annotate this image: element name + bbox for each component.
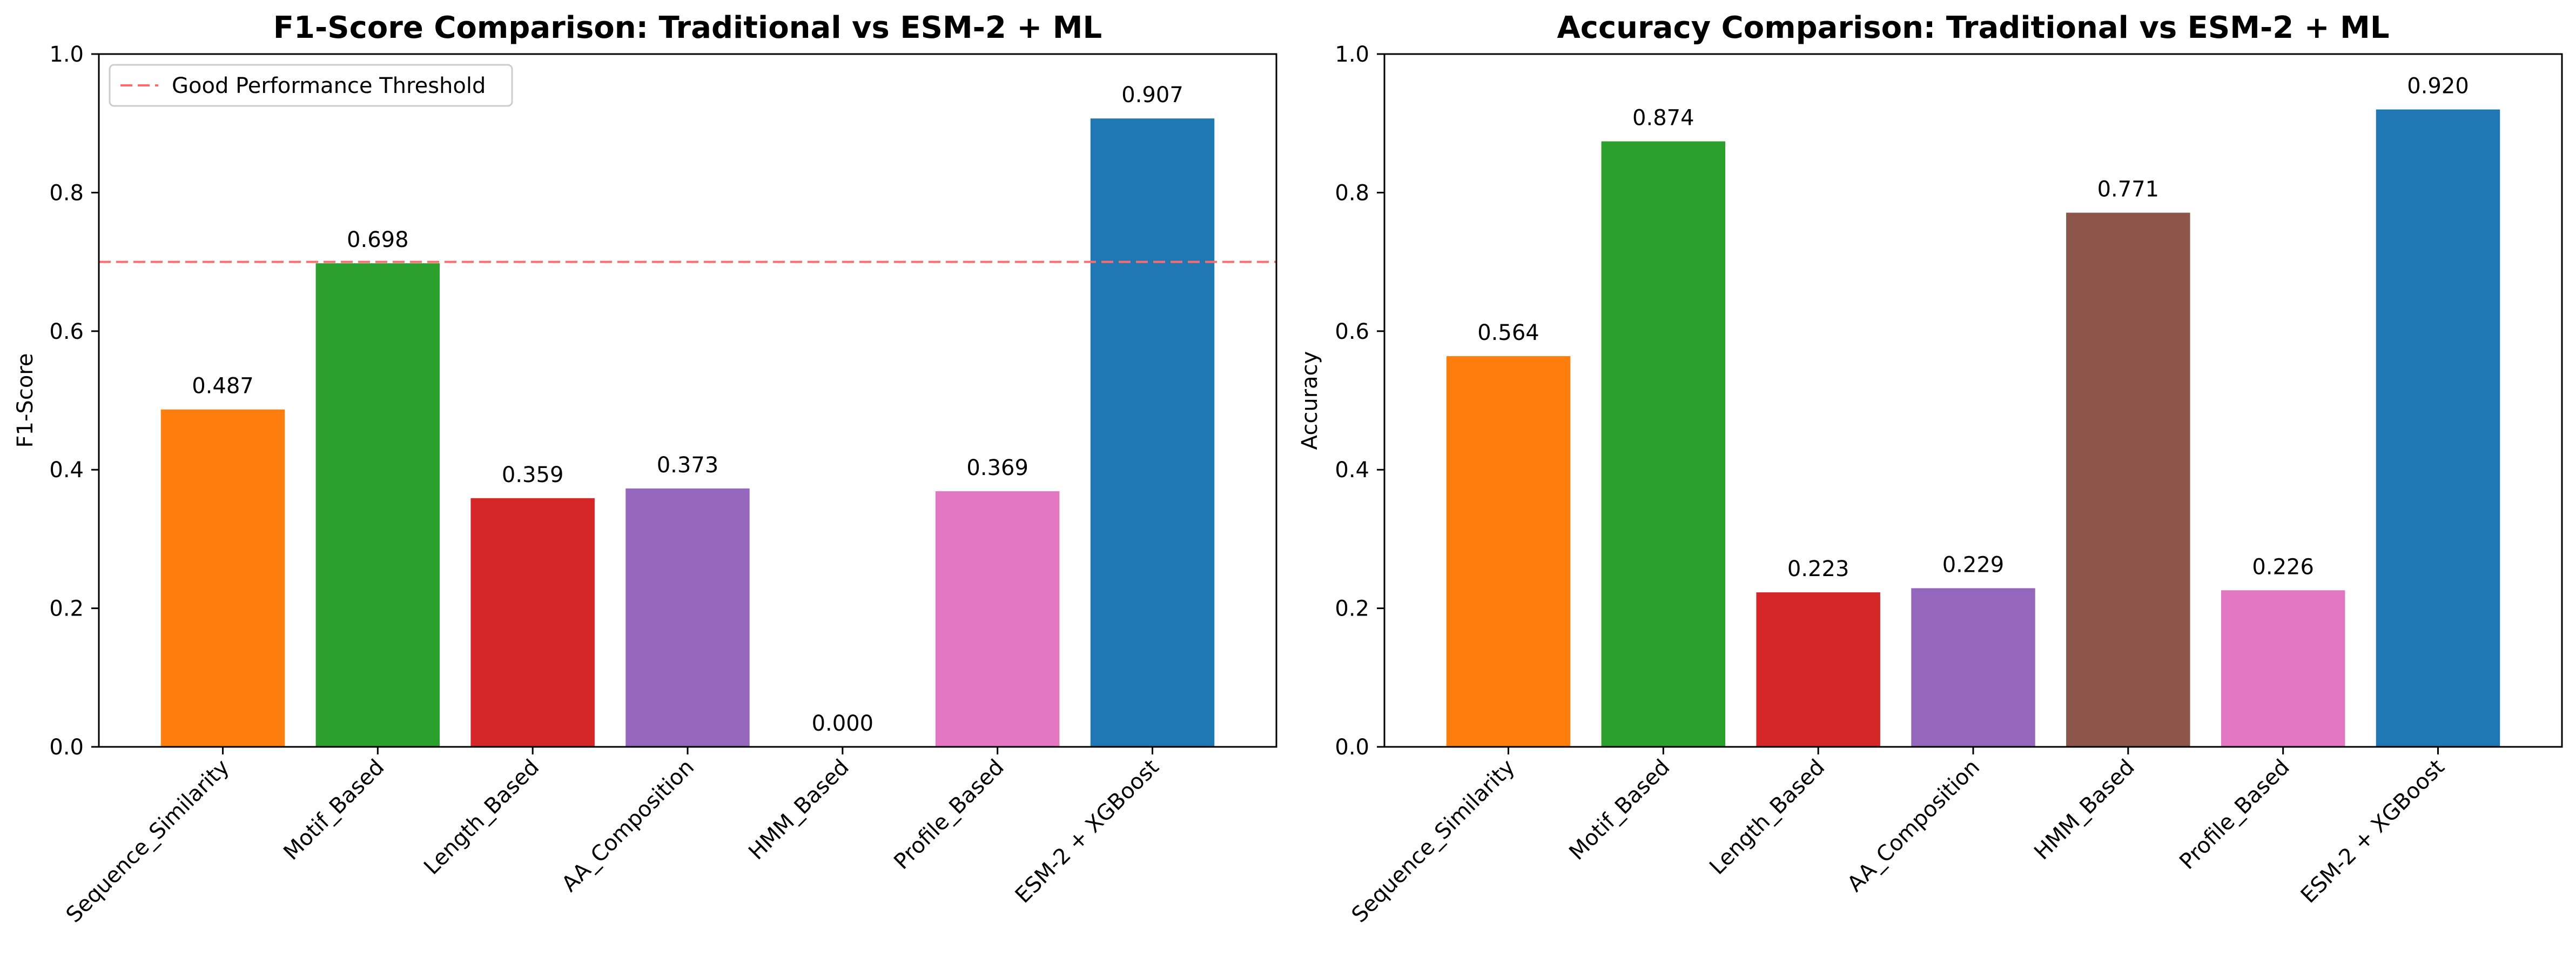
y-tick-label: 0.4 (49, 458, 84, 483)
legend: Good Performance Threshold (109, 64, 513, 107)
bar-value-label: 0.373 (657, 453, 719, 478)
bar-esm-2-xgboost (2376, 109, 2500, 747)
y-tick-label: 0.2 (1335, 597, 1369, 621)
x-tick-label: HMM_Based (744, 755, 854, 865)
y-tick-label: 0.6 (49, 319, 84, 344)
bar-value-label: 0.920 (2407, 74, 2469, 99)
y-tick-label: 0.8 (49, 180, 84, 205)
bar-value-label: 0.564 (1477, 320, 1539, 345)
y-tick-label: 0.4 (1335, 458, 1369, 483)
x-tick-label: HMM_Based (2029, 755, 2140, 865)
x-tick-label: Profile_Based (2175, 755, 2294, 874)
bar-value-label: 0.771 (2097, 177, 2160, 202)
bar-value-label: 0.359 (502, 463, 564, 487)
x-tick-label: Length_Based (419, 755, 544, 880)
bar-aa-composition (625, 488, 750, 747)
bar-value-label: 0.369 (966, 456, 1028, 480)
bar-aa-composition (1911, 588, 2035, 747)
bar-value-label: 0.698 (347, 228, 409, 252)
x-tick-label: ESM-2 + XGBoost (1011, 755, 1164, 908)
bar-profile-based (2221, 590, 2345, 747)
chart-title: F1-Score Comparison: Traditional vs ESM-… (273, 10, 1102, 45)
y-tick-label: 0.6 (1335, 319, 1369, 344)
x-tick-label: Sequence_Similarity (62, 755, 234, 928)
bar-value-label: 0.874 (1632, 106, 1694, 131)
bar-value-label: 0.229 (1942, 552, 2005, 577)
x-tick-label: ESM-2 + XGBoost (2296, 755, 2450, 908)
bar-sequence-similarity (160, 409, 285, 747)
x-tick-label: AA_Composition (1842, 755, 1985, 897)
chart-title: Accuracy Comparison: Traditional vs ESM-… (1557, 10, 2389, 45)
legend-label: Good Performance Threshold (172, 73, 486, 98)
legend-box (109, 64, 513, 107)
bar-profile-based (935, 491, 1060, 747)
x-tick-label: Profile_Based (889, 755, 1008, 874)
bar-value-label: 0.487 (192, 374, 254, 399)
x-tick-label: Sequence_Similarity (1347, 755, 1520, 928)
chart-panel-1: F1-Score Comparison: Traditional vs ESM-… (13, 10, 1277, 928)
bar-sequence-similarity (1446, 356, 1571, 747)
y-tick-label: 0.2 (49, 597, 84, 621)
bar-value-label: 0.223 (1787, 557, 1849, 581)
bar-motif-based (315, 263, 440, 747)
y-tick-label: 0.0 (1335, 735, 1369, 760)
bar-value-label: 0.907 (1121, 83, 1183, 108)
bar-value-label: 0.000 (812, 711, 874, 736)
y-axis-label: F1-Score (13, 353, 38, 448)
x-tick-label: Motif_Based (1564, 755, 1674, 865)
bar-length-based (1756, 592, 1880, 747)
x-tick-label: Length_Based (1705, 755, 1830, 880)
x-tick-label: AA_Composition (557, 755, 699, 897)
y-tick-label: 0.8 (1335, 180, 1369, 205)
bar-motif-based (1601, 141, 1726, 747)
bar-hmm-based (2066, 212, 2190, 747)
y-tick-label: 1.0 (1335, 42, 1369, 67)
chart-panel-2: Accuracy Comparison: Traditional vs ESM-… (1297, 10, 2563, 928)
bar-value-label: 0.226 (2252, 554, 2314, 579)
bar-esm-2-xgboost (1090, 118, 1215, 747)
bar-length-based (470, 498, 595, 747)
y-axis-label: Accuracy (1297, 351, 1322, 450)
y-tick-label: 0.0 (49, 735, 84, 760)
x-tick-label: Motif_Based (279, 755, 389, 865)
y-tick-label: 1.0 (49, 42, 84, 67)
